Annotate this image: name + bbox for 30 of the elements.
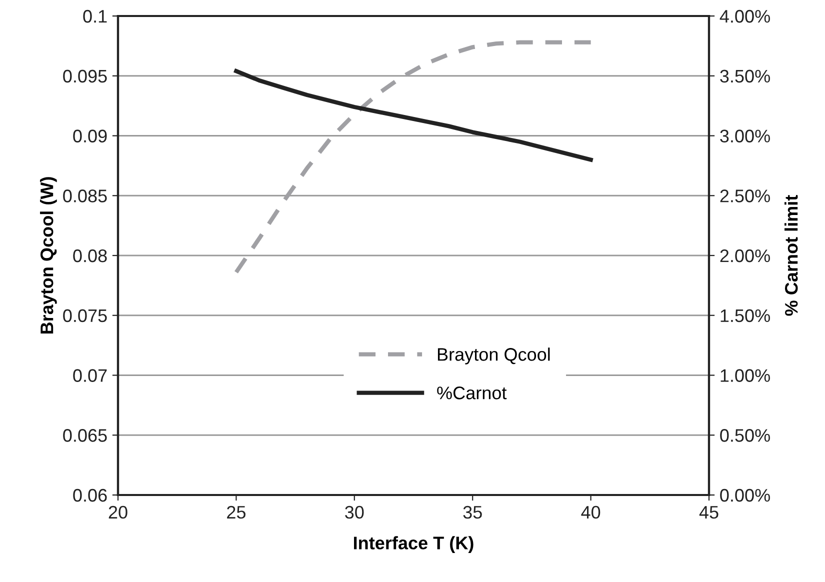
y-tick-label: 0.09 xyxy=(73,130,107,142)
y-axis-title: Brayton Qcool (W) xyxy=(40,177,57,334)
y-tick-label: 0.095 xyxy=(63,70,107,83)
x-tick-label: 20 xyxy=(108,506,128,519)
y2-tick-label: 4.00% xyxy=(720,10,770,23)
y2-tick-label: 0.00% xyxy=(720,488,770,502)
y-tick-label: 0.075 xyxy=(63,309,107,322)
legend-label: Brayton Qcool xyxy=(438,348,550,364)
legend-label: %Carnot xyxy=(437,386,507,400)
y2-axis-title: % Carnot limit xyxy=(784,195,798,316)
x-tick-label: 25 xyxy=(227,506,246,519)
y-tick-label: 0.07 xyxy=(73,369,107,382)
y2-tick-label: 2.00% xyxy=(720,249,770,262)
y2-tick-label: 1.50% xyxy=(720,309,770,322)
x-tick-label: 30 xyxy=(345,506,364,519)
y2-tick-label: 0.50% xyxy=(720,429,770,442)
y2-tick-label: 1.00% xyxy=(720,369,770,382)
x-axis-title: Interface T (K) xyxy=(354,536,474,553)
x-tick-label: 40 xyxy=(581,506,600,519)
x-tick-label: 35 xyxy=(463,506,482,519)
y2-tick-label: 3.50% xyxy=(720,70,770,83)
y2-tick-label: 3.00% xyxy=(720,130,770,142)
x-tick-label: 45 xyxy=(699,506,718,519)
y-tick-label: 0.065 xyxy=(63,429,107,442)
y2-tick-label: 2.50% xyxy=(720,190,770,202)
line-series xyxy=(234,69,593,162)
y-tick-label: 0.085 xyxy=(63,190,107,202)
y-tick-label: 0.06 xyxy=(73,488,107,502)
y-tick-label: 0.1 xyxy=(83,10,107,23)
y-tick-label: 0.08 xyxy=(73,249,107,262)
